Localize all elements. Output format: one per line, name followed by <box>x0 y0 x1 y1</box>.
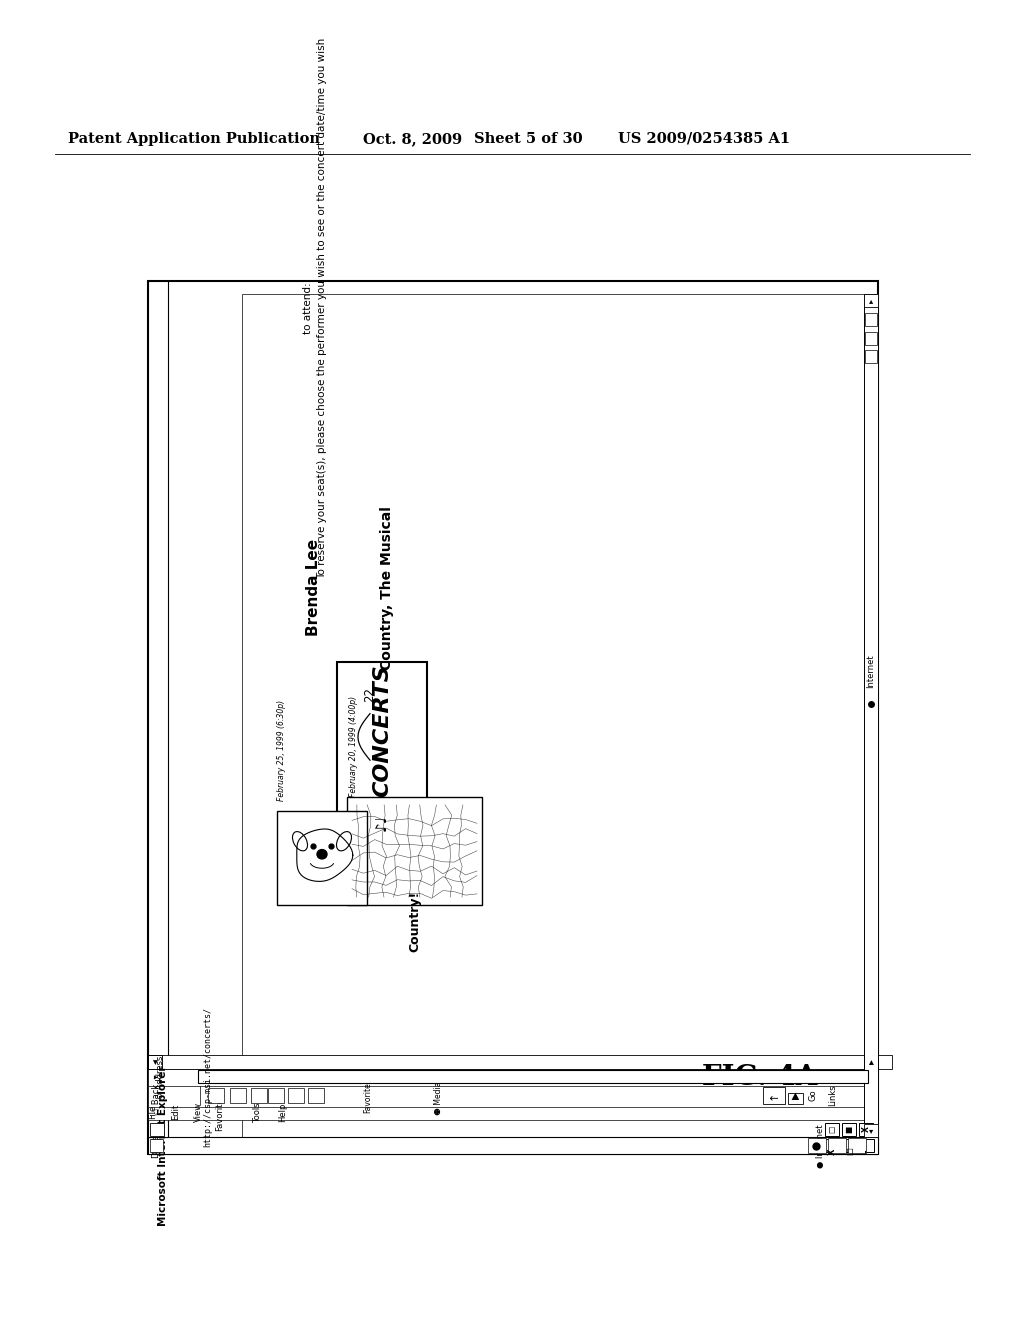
Text: ▸: ▸ <box>866 1060 876 1064</box>
Bar <box>148 1068 878 1086</box>
Bar <box>864 1125 878 1138</box>
Text: ☻ Media ▾: ☻ Media ▾ <box>433 1076 442 1115</box>
Text: Internet: Internet <box>866 655 876 688</box>
Text: Done: Done <box>152 1134 161 1158</box>
Text: ♪♩: ♪♩ <box>375 814 389 832</box>
Text: CONCERTS: CONCERTS <box>372 664 392 797</box>
Text: Patent Application Publication: Patent Application Publication <box>68 132 319 147</box>
Bar <box>308 1088 324 1104</box>
Bar <box>842 1139 857 1152</box>
Bar <box>288 1088 304 1104</box>
Text: □: □ <box>827 1126 837 1133</box>
Bar <box>828 1138 846 1154</box>
Bar <box>150 1123 164 1135</box>
Bar <box>825 1139 840 1152</box>
Text: US 2009/0254385 A1: US 2009/0254385 A1 <box>618 132 791 147</box>
Text: View: View <box>194 1102 203 1122</box>
Bar <box>148 1056 162 1068</box>
Text: ▶: ▶ <box>791 1092 801 1100</box>
Bar <box>162 1056 864 1068</box>
Text: Help: Help <box>279 1102 288 1122</box>
Bar <box>825 1123 839 1135</box>
Text: Microsoft Internet Explorer: Microsoft Internet Explorer <box>158 1065 168 1226</box>
Text: February 20, 1999 (4:00p): February 20, 1999 (4:00p) <box>349 696 358 797</box>
Text: Go: Go <box>809 1090 817 1101</box>
Text: ↑: ↑ <box>769 1090 779 1100</box>
Bar <box>337 663 427 858</box>
Text: FIG. 4A: FIG. 4A <box>702 1064 818 1092</box>
Text: Favorites: Favorites <box>364 1078 373 1113</box>
Text: Country!: Country! <box>408 891 421 952</box>
Bar <box>198 1071 868 1084</box>
Bar <box>859 1123 873 1135</box>
Bar <box>151 1139 161 1152</box>
Bar <box>864 1056 878 1068</box>
Bar <box>242 294 864 1138</box>
Text: -: - <box>862 1150 871 1154</box>
Text: February 25, 1999 (6:30p): February 25, 1999 (6:30p) <box>278 701 287 801</box>
Bar <box>808 1138 826 1154</box>
Text: ● Internet: ● Internet <box>815 1125 824 1168</box>
Bar <box>148 281 168 1138</box>
Text: Edit: Edit <box>171 1104 180 1121</box>
Text: Sheet 5 of 30: Sheet 5 of 30 <box>474 132 583 147</box>
Bar <box>148 1138 878 1154</box>
Text: ◁  Back  ▾: ◁ Back ▾ <box>152 1074 161 1117</box>
Text: Country, The Musical: Country, The Musical <box>380 506 394 669</box>
Bar <box>230 1088 246 1104</box>
Bar <box>251 1088 267 1104</box>
Bar <box>865 331 877 345</box>
Bar <box>859 1139 874 1152</box>
Text: X: X <box>861 1126 870 1133</box>
Bar <box>268 1088 284 1104</box>
Text: □: □ <box>845 1147 854 1155</box>
Text: Brenda Lee: Brenda Lee <box>306 540 322 636</box>
Bar <box>864 294 878 308</box>
Bar <box>208 1088 224 1104</box>
Text: to attend:: to attend: <box>303 282 313 334</box>
Bar <box>848 1138 866 1154</box>
Bar <box>864 294 878 1138</box>
Bar <box>865 313 877 326</box>
Text: ⊙ Address: ⊙ Address <box>156 1055 165 1098</box>
Text: ▴: ▴ <box>869 297 873 305</box>
Text: http://csp-msi.net/concerts/: http://csp-msi.net/concerts/ <box>203 1007 212 1147</box>
Bar <box>148 1085 878 1106</box>
Text: ▾: ▾ <box>869 1126 873 1135</box>
Text: Tools: Tools <box>254 1102 262 1122</box>
Text: ◂: ◂ <box>150 1060 160 1064</box>
Bar <box>788 1093 803 1104</box>
Text: X: X <box>828 1148 837 1155</box>
Bar <box>763 1088 785 1104</box>
Circle shape <box>317 850 327 859</box>
Text: Favorites: Favorites <box>215 1093 224 1131</box>
Bar <box>347 797 482 904</box>
Bar <box>864 1056 878 1068</box>
Bar <box>148 281 878 1154</box>
Text: 22: 22 <box>364 688 377 702</box>
Bar <box>865 350 877 363</box>
Bar <box>278 812 367 904</box>
Text: Oct. 8, 2009: Oct. 8, 2009 <box>362 132 462 147</box>
Bar <box>878 1056 892 1068</box>
Bar <box>148 1106 878 1119</box>
Text: Links: Links <box>828 1085 838 1106</box>
Bar <box>842 1123 856 1135</box>
Bar <box>150 1139 163 1152</box>
Text: File: File <box>148 1105 158 1119</box>
Text: To reserve your seat(s), please choose the performer you wish to see or the conc: To reserve your seat(s), please choose t… <box>317 38 327 579</box>
Text: ■: ■ <box>845 1126 853 1133</box>
